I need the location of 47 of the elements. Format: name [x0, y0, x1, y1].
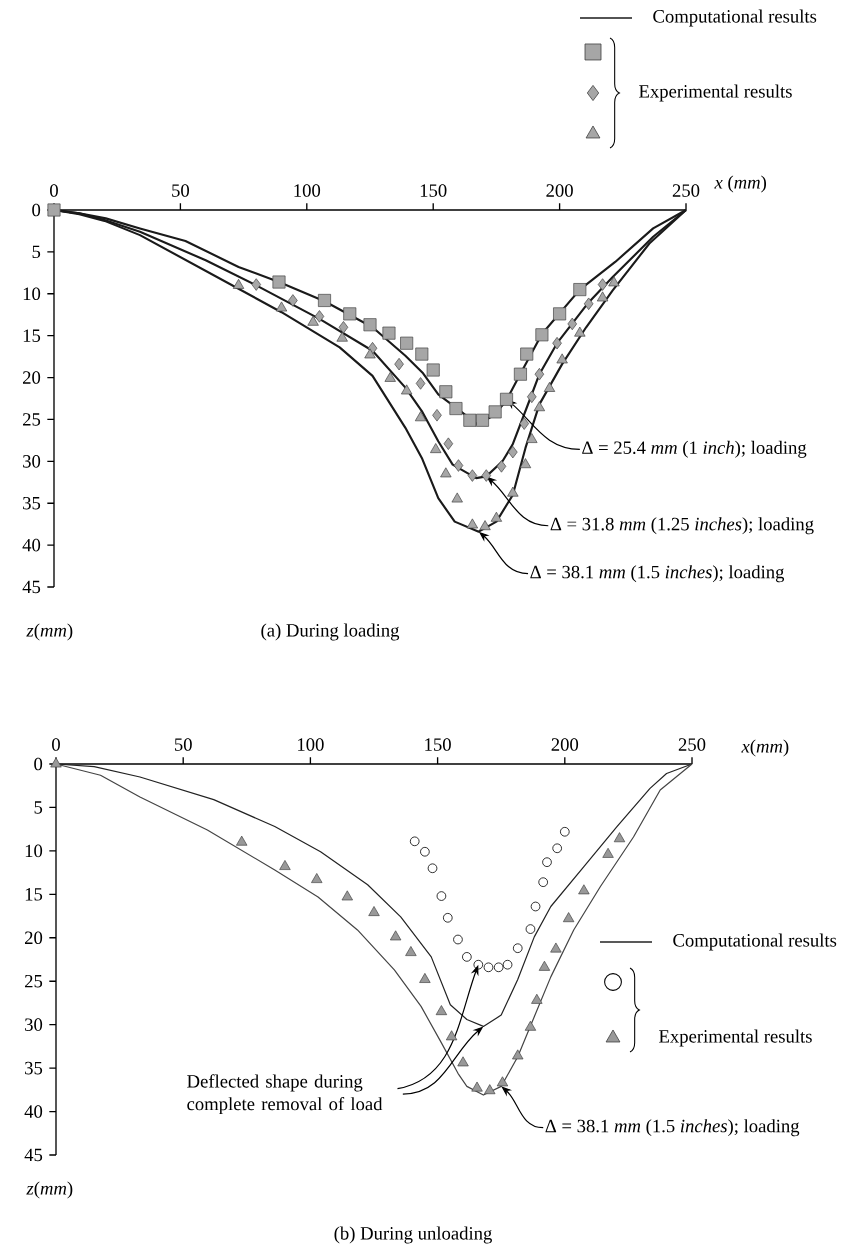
x-tick-label: 50 — [174, 738, 192, 751]
y-axis-title: z(mm) — [26, 1181, 73, 1199]
y-tick-label: 10 — [25, 844, 43, 858]
y-tick-label: 0 — [34, 757, 43, 771]
x-tick-label: 0 — [52, 738, 60, 751]
x-tick-label: 100 — [298, 738, 324, 751]
legend-label: Computational results — [653, 9, 817, 27]
annotation: Δ = 31.8 mm (1.25 inches); loading — [550, 517, 814, 535]
y-tick-label: 5 — [34, 801, 43, 814]
x-tick-label: 150 — [425, 738, 451, 751]
x-tick-label: 150 — [420, 184, 447, 197]
y-axis-title: z(mm) — [26, 623, 73, 641]
text: (a) During loading — [261, 623, 400, 641]
x-tick-label: 250 — [672, 184, 700, 197]
x-tick-label: 0 — [50, 184, 58, 197]
y-tick-label: 20 — [24, 931, 43, 945]
y-tick-label: 40 — [24, 1105, 43, 1118]
y-tick-label: 40 — [22, 538, 41, 552]
y-tick-label: 25 — [22, 413, 41, 426]
legend-label: Experimental results — [639, 84, 792, 102]
x-tick-label: 200 — [546, 184, 573, 197]
x-tick-label: 200 — [551, 738, 579, 751]
annotation: Δ = 38.1 mm (1.5 inches); loading — [545, 1119, 800, 1137]
y-tick-label: 5 — [32, 245, 41, 259]
y-tick-label: 30 — [23, 455, 41, 468]
x-tick-label: 100 — [294, 184, 321, 197]
y-tick-label: 0 — [32, 203, 41, 217]
legend-label: Computational results — [673, 933, 837, 951]
x-tick-label: 250 — [678, 738, 706, 751]
legend-label: Experimental results — [659, 1029, 812, 1047]
y-tick-label: 30 — [25, 1018, 43, 1031]
y-tick-label: 15 — [25, 888, 43, 901]
text: (b) During unloading — [334, 1226, 492, 1244]
x-axis-title: x (mm) — [714, 175, 767, 193]
y-tick-label: 45 — [22, 580, 41, 594]
y-tick-label: 10 — [23, 287, 41, 301]
y-tick-label: 25 — [24, 974, 43, 988]
x-tick-label: 50 — [172, 184, 190, 197]
y-tick-label: 35 — [23, 496, 41, 510]
annotation: Deflected shape during complete removal of load — [187, 1074, 383, 1115]
y-tick-label: 20 — [22, 371, 41, 384]
y-tick-label: 15 — [23, 329, 41, 342]
y-tick-label: 45 — [24, 1148, 43, 1162]
x-axis-title: x(mm) — [741, 739, 789, 757]
annotation: Δ = 38.1 mm (1.5 inches); loading — [530, 565, 785, 583]
annotation: Δ = 25.4 mm (1 inch); loading — [582, 440, 807, 458]
y-tick-label: 35 — [25, 1061, 43, 1075]
